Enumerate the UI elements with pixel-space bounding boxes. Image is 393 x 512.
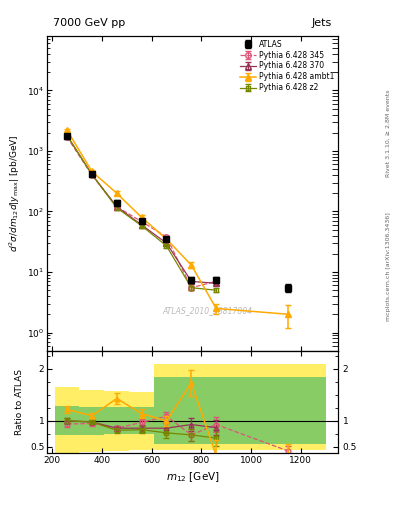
Bar xyxy=(204,364,241,450)
Bar xyxy=(241,377,325,444)
Y-axis label: Ratio to ATLAS: Ratio to ATLAS xyxy=(15,369,24,435)
Text: Jets: Jets xyxy=(312,18,332,28)
Bar xyxy=(179,377,204,444)
Bar xyxy=(79,407,104,435)
Text: ATLAS_2010_S8817804: ATLAS_2010_S8817804 xyxy=(162,306,252,315)
Legend: ATLAS, Pythia 6.428 345, Pythia 6.428 370, Pythia 6.428 ambt1, Pythia 6.428 z2: ATLAS, Pythia 6.428 345, Pythia 6.428 37… xyxy=(239,38,336,94)
Text: Rivet 3.1.10, ≥ 2.8M events: Rivet 3.1.10, ≥ 2.8M events xyxy=(386,90,391,177)
Y-axis label: $d^2\sigma/dm_{12}d|y_\mathrm{max}|$ [pb/GeV]: $d^2\sigma/dm_{12}d|y_\mathrm{max}|$ [pb… xyxy=(7,135,22,252)
Bar xyxy=(79,390,104,452)
Bar xyxy=(104,408,129,434)
Bar xyxy=(55,387,79,453)
Bar xyxy=(55,407,79,435)
X-axis label: $m_{12}$ [GeV]: $m_{12}$ [GeV] xyxy=(166,471,219,484)
Bar xyxy=(154,364,179,450)
Bar xyxy=(154,377,179,444)
Bar xyxy=(241,364,325,450)
Bar xyxy=(104,391,129,451)
Bar xyxy=(179,364,204,450)
Text: 7000 GeV pp: 7000 GeV pp xyxy=(53,18,125,28)
Bar xyxy=(129,408,154,434)
Bar xyxy=(129,392,154,450)
Text: mcplots.cern.ch [arXiv:1306.3436]: mcplots.cern.ch [arXiv:1306.3436] xyxy=(386,212,391,321)
Bar xyxy=(204,377,241,444)
